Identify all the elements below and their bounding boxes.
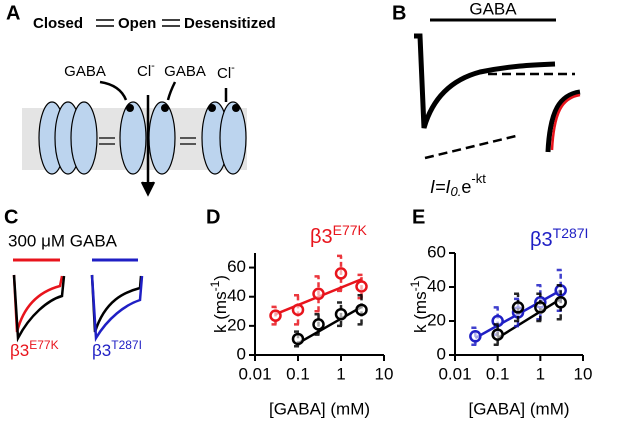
y-label: ) <box>411 275 430 281</box>
data-point <box>534 301 547 314</box>
y-tick-label: 20 <box>227 315 246 334</box>
title: β3 <box>530 229 553 251</box>
channels <box>38 101 247 175</box>
state: Open <box>118 15 156 32</box>
data-point <box>355 280 368 293</box>
x-tick-label: 0.1 <box>486 364 510 383</box>
panel-label: E <box>412 206 425 228</box>
data-point <box>334 307 348 321</box>
drug-label: GABA <box>469 0 517 18</box>
y-tick-label: 60 <box>427 242 446 261</box>
x-tick-label: 10 <box>375 364 394 383</box>
x-axis-label: [GABA] (mM) <box>269 399 370 418</box>
ion: Cl- <box>137 60 155 80</box>
x-axis-label: [GABA] (mM) <box>468 399 569 418</box>
x-tick-label: 1 <box>336 364 345 383</box>
panel-label: C <box>4 206 18 228</box>
error-bar <box>294 294 302 326</box>
fit-line <box>497 297 562 340</box>
mutant: β3 <box>10 341 29 360</box>
data-point <box>269 309 282 322</box>
eq-sub: 0. <box>451 184 462 199</box>
panel-c-traces <box>12 258 144 343</box>
y-axis-label: k (ms-1) <box>208 275 230 333</box>
x-tick-label: 0.01 <box>238 364 271 383</box>
error-bar <box>357 294 366 326</box>
chart-title: β3T287I <box>530 225 588 252</box>
eq-part: e <box>461 177 471 197</box>
y-tick-label: 60 <box>227 257 246 276</box>
panel-label: D <box>206 206 220 228</box>
chart-title: β3E77K <box>310 222 368 249</box>
y-tick-label: 20 <box>427 310 446 329</box>
x-tick-label: 1 <box>536 364 545 383</box>
error-bar <box>536 292 545 323</box>
x-tick-label: 10 <box>574 364 593 383</box>
y-label-sup: -1 <box>408 280 422 291</box>
x-tick-label: 0.1 <box>286 364 310 383</box>
ion-charge: - <box>151 60 155 72</box>
title: β3 <box>310 226 333 248</box>
agonist: GABA <box>164 63 206 80</box>
data-point <box>334 267 348 280</box>
data-point <box>291 332 305 346</box>
arrows <box>96 19 228 197</box>
data-point <box>469 330 482 343</box>
mutant-label: β3E77K <box>10 338 59 360</box>
mutant-sup: E77K <box>29 338 58 352</box>
panel-label: A <box>6 2 20 24</box>
y-label: k (ms <box>211 291 230 333</box>
data-point <box>312 318 325 331</box>
concentration: 300 μM GABA <box>8 231 118 250</box>
mutant-label: β3T287I <box>92 338 142 360</box>
y-tick-label: 0 <box>237 344 246 363</box>
agonist: GABA <box>64 63 106 80</box>
data-point <box>491 328 504 341</box>
mutant: β3 <box>92 341 111 360</box>
data-point <box>511 301 525 314</box>
equation: I=I0.e-kt <box>430 171 486 199</box>
ion: Cl <box>137 63 151 80</box>
mutant-sup: T287I <box>111 338 142 352</box>
title-sup: T287I <box>553 225 589 241</box>
y-label: ) <box>211 275 230 281</box>
eq-part: I=I <box>430 177 451 197</box>
binding-sites <box>126 104 240 112</box>
state: Desensitized <box>184 15 276 32</box>
y-axis-label: k (ms-1) <box>408 275 430 333</box>
ion: Cl <box>217 65 231 82</box>
data-point <box>554 296 567 309</box>
state: Closed <box>33 15 83 32</box>
error-bar <box>514 292 523 323</box>
y-label: k (ms <box>411 291 430 333</box>
ion-charge: - <box>231 62 235 74</box>
x-tick-label: 0.01 <box>438 364 471 383</box>
data-point <box>312 287 325 301</box>
title-sup: E77K <box>333 222 368 238</box>
panel-label: B <box>392 2 406 24</box>
y-tick-label: 0 <box>437 344 446 363</box>
fit-line <box>297 305 363 345</box>
data-point <box>291 303 305 317</box>
axes <box>254 253 384 356</box>
ion: Cl- <box>217 62 235 82</box>
y-label-sup: -1 <box>208 280 222 291</box>
data-point <box>355 303 368 317</box>
eq-sup: -kt <box>471 171 486 186</box>
y-tick-label: 40 <box>427 276 446 295</box>
y-tick-label: 40 <box>227 286 246 305</box>
panel-b-traces <box>414 18 581 160</box>
